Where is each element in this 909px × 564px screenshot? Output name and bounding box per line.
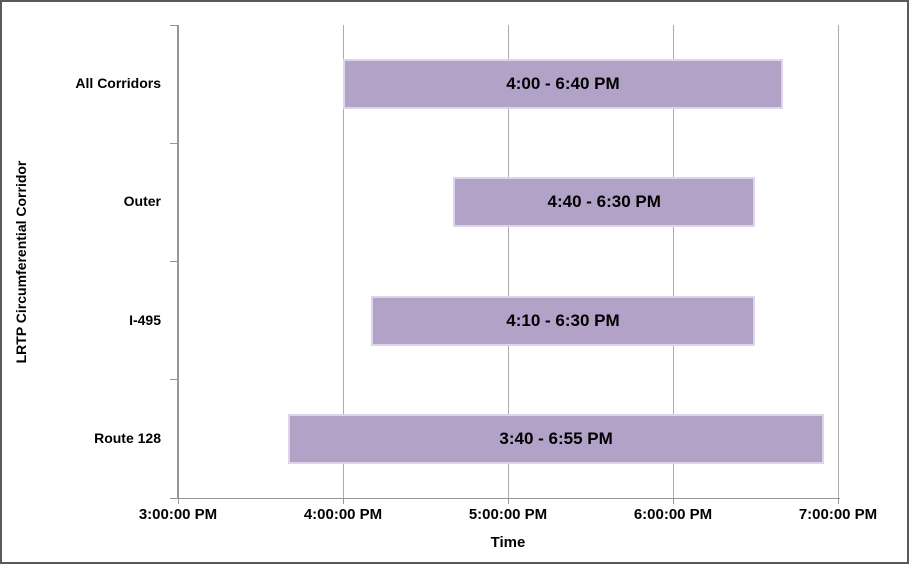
- bar-i-495: 4:10 - 6:30 PM: [370, 295, 756, 346]
- x-tick: [177, 498, 179, 504]
- bar-time-range-label: 4:40 - 6:30 PM: [547, 192, 661, 212]
- bar-time-range-label: 4:00 - 6:40 PM: [506, 74, 620, 94]
- x-tick-label: 3:00:00 PM: [138, 506, 218, 523]
- bar-route-128: 3:40 - 6:55 PM: [288, 413, 825, 464]
- y-tick: [170, 142, 177, 144]
- x-tick-label: 7:00:00 PM: [798, 506, 878, 523]
- y-axis-title: LRTP Circumferential Corridor: [13, 160, 29, 364]
- bar-all-corridors: 4:00 - 6:40 PM: [343, 59, 783, 110]
- x-axis-line: [177, 497, 840, 499]
- bar-outer: 4:40 - 6:30 PM: [453, 177, 756, 228]
- x-tick-label: 4:00:00 PM: [303, 506, 383, 523]
- y-axis-line: [177, 25, 179, 498]
- category-label-outer: Outer: [123, 193, 161, 210]
- y-tick: [170, 261, 177, 262]
- x-tick-label: 6:00:00 PM: [633, 506, 713, 523]
- y-tick: [170, 497, 177, 499]
- bar-time-range-label: 3:40 - 6:55 PM: [499, 428, 613, 448]
- y-tick: [170, 24, 177, 26]
- x-tick: [837, 498, 839, 504]
- gridline-40000: [342, 25, 344, 498]
- category-label-all-corridors: All Corridors: [75, 75, 161, 92]
- x-tick-label: 5:00:00 PM: [468, 506, 548, 523]
- category-label-route-128: Route 128: [94, 429, 161, 446]
- x-tick: [507, 498, 509, 504]
- x-tick: [672, 498, 674, 504]
- category-label-i-495: I-495: [129, 311, 161, 328]
- gridline-50000: [507, 25, 509, 498]
- x-axis-title: Time: [490, 534, 526, 551]
- y-tick: [170, 379, 177, 381]
- gridline-60000: [672, 25, 674, 498]
- bar-time-range-label: 4:10 - 6:30 PM: [506, 310, 620, 330]
- x-tick: [342, 498, 344, 504]
- gridline-70000: [837, 25, 839, 498]
